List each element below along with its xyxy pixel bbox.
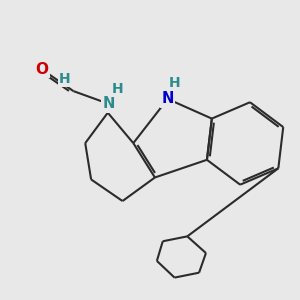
Text: H: H: [112, 82, 123, 96]
Text: H: H: [169, 76, 180, 90]
Text: N: N: [161, 92, 174, 106]
Text: N: N: [103, 96, 115, 111]
Text: H: H: [59, 72, 70, 86]
Text: O: O: [35, 62, 49, 77]
